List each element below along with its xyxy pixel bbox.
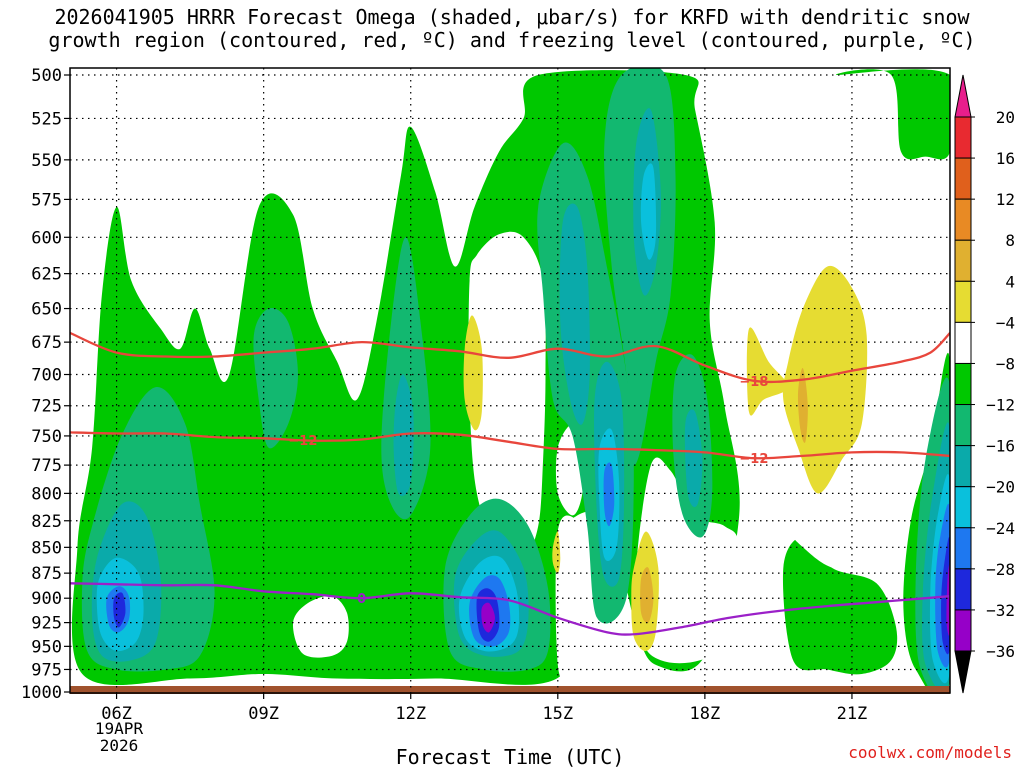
colorbar-label-10: −24 [986, 519, 1015, 538]
y-tick-label-900: 900 [31, 589, 62, 609]
chart-title-line-1: 2026041905 HRRR Forecast Omega (shaded, … [54, 5, 970, 29]
omega-region-4 [468, 231, 546, 561]
colorbar-bin-10 [954, 527, 972, 570]
isotherm-label-1: −12 [288, 434, 317, 449]
colorbar-bin-0 [954, 116, 972, 159]
x-date-label-day: 19APR [95, 719, 144, 738]
omega-region-12 [253, 307, 298, 449]
colorbar-label-2: 12 [996, 190, 1015, 209]
isotherm-line-1 [70, 431, 950, 460]
y-tick-label-650: 650 [31, 300, 62, 320]
y-tick-label-850: 850 [31, 538, 62, 558]
y-tick-label-1000: 1000 [21, 683, 62, 703]
colorbar-label-4: 4 [1005, 272, 1015, 291]
isotherm-label-3: 0 [357, 592, 366, 607]
colorbar-bin-9 [954, 486, 972, 529]
colorbar-label-13: −36 [986, 642, 1015, 661]
colorbar-bin-8 [954, 445, 972, 488]
omega-region-41 [463, 315, 483, 431]
omega-shading [71, 68, 950, 693]
omega-region-40 [946, 564, 950, 636]
colorbar-label-8: −16 [986, 437, 1015, 456]
colorbar-top-arrow [954, 74, 972, 118]
omega-region-42 [552, 531, 561, 574]
colorbar: 20 16 12 8 4 −4 −8 −12 −16 −20 −24 −28 −32 −36 [954, 74, 1015, 694]
colorbar-label-5: −4 [996, 313, 1015, 332]
y-tick-label-950: 950 [31, 637, 62, 657]
colorbar-label-3: 8 [1005, 231, 1015, 250]
y-tick-label-625: 625 [31, 265, 62, 285]
omega-region-25 [684, 409, 703, 508]
omega-region-8 [635, 457, 741, 664]
omega-region-3 [836, 69, 950, 160]
omega-region-36 [113, 592, 126, 628]
omega-region-44 [746, 327, 789, 416]
y-tick-label-775: 775 [31, 456, 62, 476]
y-tick-label-550: 550 [31, 151, 62, 171]
colorbar-label-12: −32 [986, 601, 1015, 620]
colorbar-bottom-arrow [954, 650, 972, 694]
y-tick-label-925: 925 [31, 614, 62, 634]
colorbar-label-9: −20 [986, 478, 1015, 497]
colorbar-bin-6 [954, 362, 972, 406]
isotherm-label-0: −18 [739, 375, 768, 390]
x-tick-label-09Z: 09Z [248, 704, 279, 724]
x-date-label-year: 2026 [100, 736, 139, 755]
isotherm-label-2: −12 [739, 452, 768, 467]
colorbar-bin-3 [954, 239, 972, 282]
omega-region-39 [481, 602, 495, 633]
y-tick-label-575: 575 [31, 190, 62, 210]
source-credit: coolwx.com/models [848, 743, 1012, 762]
plot-frame [69, 67, 951, 694]
gridlines [70, 68, 950, 692]
colorbar-bin-2 [954, 198, 972, 241]
y-tick-label-875: 875 [31, 564, 62, 584]
y-axis: 500 525 550 575 600 625 650 675 700 725 750 775 800 8… [21, 66, 70, 703]
isotherm-contours [70, 331, 950, 636]
chart-title-line-2: growth region (contoured, red, ºC) and f… [48, 28, 976, 52]
omega-region-5 [292, 595, 349, 658]
y-tick-label-700: 700 [31, 366, 62, 386]
isotherm-labels: −18 −12 −12 0 [288, 375, 768, 607]
omega-region-7 [555, 515, 589, 682]
y-tick-label-825: 825 [31, 512, 62, 532]
y-tick-label-500: 500 [31, 66, 62, 86]
colorbar-bin-1 [954, 157, 972, 200]
colorbar-label-6: −8 [996, 354, 1015, 373]
colorbar-label-1: 16 [996, 149, 1015, 168]
omega-region-13 [381, 237, 431, 520]
y-tick-label-750: 750 [31, 427, 62, 447]
x-tick-label-12Z: 12Z [395, 704, 426, 724]
omega-region-30 [640, 163, 657, 260]
x-tick-label-21Z: 21Z [837, 704, 868, 724]
colorbar-label-11: −28 [986, 560, 1015, 579]
y-tick-label-725: 725 [31, 397, 62, 417]
y-tick-label-975: 975 [31, 660, 62, 680]
colorbar-label-7: −12 [986, 396, 1015, 415]
y-tick-label-525: 525 [31, 109, 62, 129]
x-tick-label-18Z: 18Z [690, 704, 721, 724]
colorbar-bin-4 [954, 280, 972, 323]
x-axis: 19APR 2026 06Z 09Z 12Z 15Z 18Z 21Z [95, 692, 867, 755]
colorbar-bin-5 [954, 321, 972, 364]
chart-title: 2026041905 HRRR Forecast Omega (shaded, … [0, 6, 1024, 52]
omega-region-34 [603, 462, 615, 527]
x-tick-label-06Z: 06Z [101, 704, 132, 724]
y-tick-label-675: 675 [31, 333, 62, 353]
y-tick-label-600: 600 [31, 228, 62, 248]
x-tick-label-15Z: 15Z [542, 704, 573, 724]
omega-region-22 [559, 203, 590, 425]
colorbar-bin-7 [954, 404, 972, 447]
x-axis-label: Forecast Time (UTC) [396, 745, 625, 768]
colorbar-label-0: 20 [996, 108, 1015, 127]
colorbar-bin-12 [954, 609, 972, 652]
y-tick-label-800: 800 [31, 484, 62, 504]
isotherm-line-0 [70, 331, 950, 384]
ground-surface [70, 686, 950, 694]
colorbar-bin-11 [954, 568, 972, 611]
omega-region-46 [640, 567, 654, 624]
isotherm-line-3 [70, 582, 950, 636]
